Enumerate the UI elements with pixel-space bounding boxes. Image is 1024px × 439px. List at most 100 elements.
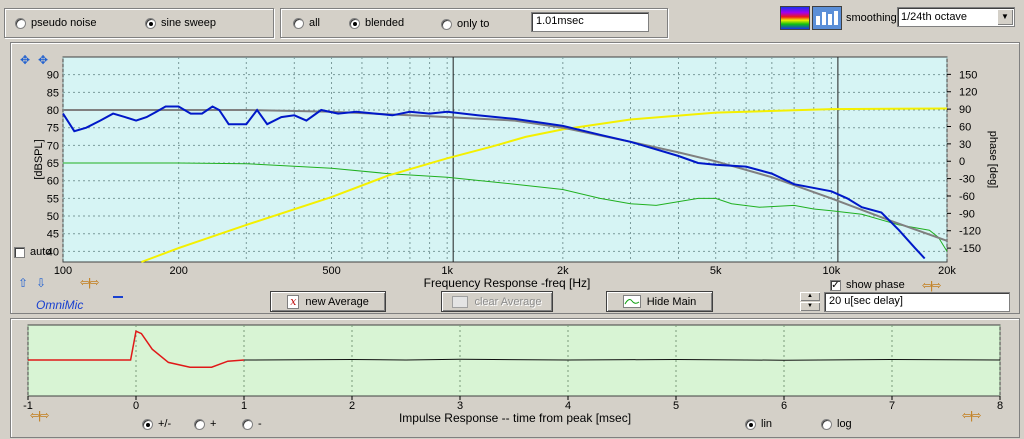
impulse-plot-area (27, 324, 1001, 397)
chevron-down-icon[interactable]: ▼ (997, 9, 1013, 25)
omni-blocks-glyph (816, 11, 838, 25)
frequency-plot-area (62, 56, 948, 263)
phase-pan-icon[interactable]: ⇦|⇨ (922, 280, 941, 292)
radio-polarity-plus-dot[interactable] (194, 418, 205, 430)
impulse-x-tick-label: 7 (889, 400, 895, 412)
auto-checkbox-box[interactable] (14, 246, 25, 258)
freq-x-tick-label: 2k (557, 265, 569, 277)
freq-y-tick-label: 45 (47, 229, 59, 241)
radio-sine-sweep-dot[interactable] (145, 17, 156, 29)
spin-down-button[interactable]: ▼ (800, 302, 820, 311)
impulse-x-tick-label: 0 (133, 400, 139, 412)
freq-x-tick-label: 10k (822, 265, 840, 277)
radio-sine-sweep-label: sine sweep (161, 17, 217, 29)
impulse-x-tick-label: 2 (349, 400, 355, 412)
smoothing-label: smoothing (846, 12, 897, 24)
radio-scale-lin[interactable]: lin (745, 418, 772, 430)
impulse-x-tick-label: 4 (565, 400, 571, 412)
radio-blended[interactable]: blended (349, 17, 404, 29)
radio-scale-lin-label: lin (761, 418, 773, 430)
phase-y-tick-label: 150 (959, 69, 977, 81)
radio-polarity-plus-label: + (210, 418, 217, 430)
new-average-button[interactable]: x new Average (270, 291, 386, 312)
auto-checkbox[interactable]: auto (14, 246, 51, 258)
radio-polarity-pm-dot[interactable] (142, 418, 153, 430)
radio-pseudo-noise[interactable]: pseudo noise (15, 17, 96, 29)
impulse-early-trace (28, 330, 245, 368)
phase-y-tick-label: -30 (959, 174, 975, 186)
green-trace (63, 162, 948, 252)
frequency-panel (10, 42, 1020, 314)
hide-main-button[interactable]: Hide Main (606, 291, 713, 312)
radio-polarity-plus[interactable]: + (194, 418, 216, 430)
scroll-down-arrow-icon[interactable]: ⇩ (36, 276, 47, 290)
radio-all-dot[interactable] (293, 17, 304, 29)
impulse-pan-right-icon[interactable]: ⇦|⇨ (962, 410, 981, 422)
impulse-x-tick-label: 3 (457, 400, 463, 412)
window-time-input[interactable]: 1.01msec (531, 12, 649, 32)
window-groupbox: all blended only to 1.01msec (280, 8, 668, 38)
phase-y-tick-label: 120 (959, 87, 977, 99)
phase-y-tick-label: -60 (959, 191, 975, 203)
zoom-in-icon[interactable]: ✥ (20, 53, 31, 67)
delay-spinner[interactable]: ▲ ▼ (800, 292, 820, 312)
radio-only-to-label: only to (457, 18, 490, 30)
waterfall-icon[interactable] (780, 6, 810, 30)
freq-y-tick-label: 90 (47, 70, 59, 82)
phase-y-tick-label: 60 (959, 121, 971, 133)
phase-y-tick-label: 30 (959, 139, 971, 151)
radio-scale-lin-dot[interactable] (745, 418, 756, 430)
show-phase-checkbox-box[interactable]: ✓ (830, 279, 841, 291)
radio-blended-dot[interactable] (349, 17, 360, 29)
radio-sine-sweep[interactable]: sine sweep (145, 17, 216, 29)
impulse-x-tick-label: 6 (781, 400, 787, 412)
hide-main-label: Hide Main (646, 295, 697, 308)
smoothing-value: 1/24th octave (901, 11, 968, 23)
freq-x-tick-label: 100 (54, 265, 72, 277)
clear-average-label: clear Average (474, 295, 542, 308)
new-average-icon: x (287, 294, 300, 309)
clear-average-button[interactable]: clear Average (441, 291, 553, 312)
radio-pseudo-noise-dot[interactable] (15, 17, 26, 29)
radio-scale-log[interactable]: log (821, 418, 852, 430)
spin-up-button[interactable]: ▲ (800, 292, 820, 301)
show-phase-label: show phase (846, 279, 905, 291)
pan-left-right-icon[interactable]: ⇦|⇨ (80, 277, 99, 289)
radio-polarity-pm[interactable]: +/- (142, 418, 171, 430)
omnimic-label: OmniMic (36, 298, 84, 312)
impulse-panel (10, 318, 1020, 438)
signal-groupbox: pseudo noise sine sweep (4, 8, 274, 38)
freq-x-axis-label: Frequency Response -freq [Hz] (424, 276, 591, 290)
impulse-x-tick-label: -1 (23, 400, 33, 412)
radio-scale-log-label: log (837, 418, 852, 430)
radio-scale-log-dot[interactable] (821, 418, 832, 430)
freq-y-tick-label: 40 (47, 246, 59, 258)
new-average-label: new Average (305, 295, 369, 308)
radio-polarity-minus-label: - (258, 418, 262, 430)
clear-average-icon (452, 295, 469, 308)
radio-only-to-dot[interactable] (441, 18, 452, 30)
phase-y-tick-label: -150 (959, 243, 981, 255)
freq-x-tick-label: 20k (938, 265, 956, 277)
freq-y-tick-label: 50 (47, 211, 59, 223)
radio-all[interactable]: all (293, 17, 320, 29)
omni-blocks-icon[interactable] (812, 6, 842, 30)
impulse-late-trace (243, 358, 1001, 361)
freq-y-axis-label-left: [dBSPL] (33, 139, 45, 179)
hide-main-icon (622, 295, 641, 308)
delay-input[interactable]: 20 u[sec delay] (824, 292, 1010, 312)
phase-trace (141, 107, 948, 263)
radio-polarity-minus-dot[interactable] (242, 418, 253, 430)
scroll-up-arrow-icon[interactable]: ⇧ (18, 276, 29, 290)
impulse-x-tick-label: 5 (673, 400, 679, 412)
radio-only-to[interactable]: only to (441, 18, 489, 30)
impulse-pan-left-icon[interactable]: ⇦|⇨ (30, 410, 49, 422)
smoothing-select[interactable]: 1/24th octave ▼ (897, 7, 1015, 27)
zoom-out-icon[interactable]: ✥ (38, 53, 49, 67)
radio-polarity-minus[interactable]: - (242, 418, 262, 430)
show-phase-checkbox[interactable]: ✓ show phase (830, 279, 905, 291)
radio-pseudo-noise-label: pseudo noise (31, 17, 97, 29)
freq-y-tick-label: 65 (47, 158, 59, 170)
phase-y-tick-label: 0 (959, 156, 965, 168)
